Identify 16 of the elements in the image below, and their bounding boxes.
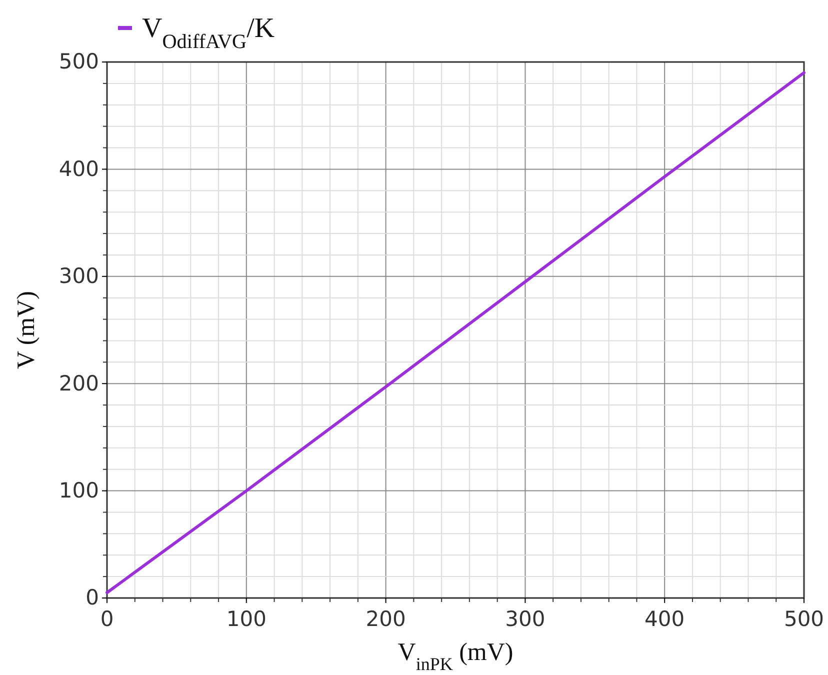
y-axis-title: V (mV) (13, 290, 40, 370)
line-series (106, 71, 806, 594)
y-tick-label: 200 (58, 371, 99, 396)
x-tick-label: 300 (505, 606, 546, 631)
x-tick-label: 0 (100, 606, 114, 631)
y-tick-label: 100 (58, 478, 99, 503)
y-tick-label: 400 (58, 156, 99, 181)
y-tick-label: 500 (58, 50, 99, 74)
x-tick-label: 100 (226, 606, 266, 631)
x-tick-label: 500 (784, 606, 824, 631)
x-axis-title: V$_{inPK}$ (mV) (398, 639, 514, 674)
x-tick-label: 200 (366, 606, 406, 631)
y-tick-label: 0 (86, 586, 99, 610)
legend-label: V$_{OdiffAVG}$/K (142, 13, 275, 53)
x-tick-label: 400 (644, 606, 685, 631)
y-tick-label: 300 (58, 264, 99, 288)
